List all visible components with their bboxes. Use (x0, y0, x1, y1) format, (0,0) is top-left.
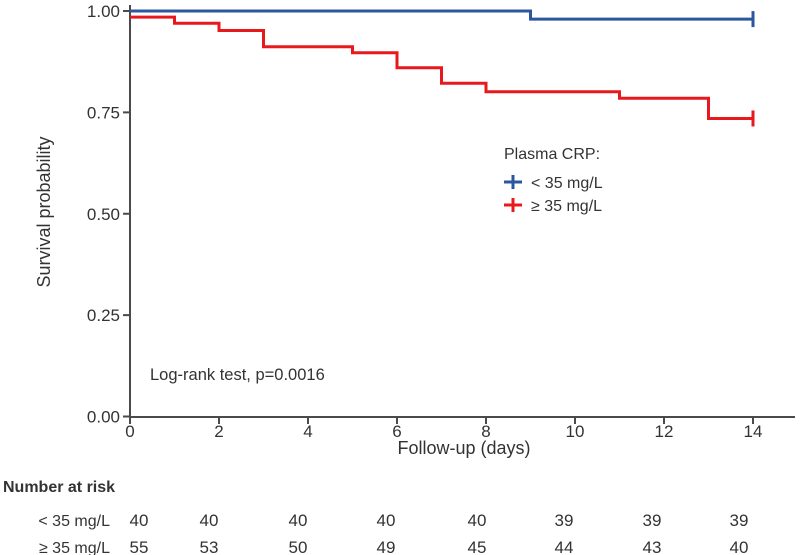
x-tick-label: 10 (566, 422, 585, 441)
legend-glyphs (504, 175, 522, 212)
x-tick-label: 12 (655, 422, 674, 441)
risk-count: 45 (468, 538, 487, 555)
risk-count: 43 (643, 538, 662, 555)
x-tick-label: 4 (303, 422, 312, 441)
risk-count: 39 (555, 511, 574, 530)
risk-count: 40 (200, 511, 219, 530)
logrank-annotation: Log-rank test, p=0.0016 (150, 366, 325, 384)
x-axis-ticks: 0 2 4 6 8 10 12 14 (125, 417, 762, 441)
risk-count: 49 (377, 538, 396, 555)
x-tick-label: 8 (481, 422, 490, 441)
risk-count: 39 (643, 511, 662, 530)
risk-count: 50 (289, 538, 308, 555)
y-tick-label: 0.25 (87, 306, 120, 325)
risk-count: 39 (730, 511, 749, 530)
survival-curves (130, 9, 755, 127)
risk-row-label-ge35: ≥ 35 mg/L (39, 540, 110, 555)
y-axis-ticks: 1.00 0.75 0.50 0.25 0.00 (87, 2, 130, 427)
risk-count: 44 (555, 538, 574, 555)
risk-count: 40 (468, 511, 487, 530)
risk-count: 40 (730, 538, 749, 555)
legend-title: Plasma CRP: (504, 146, 600, 163)
y-tick-label: 0.50 (87, 205, 120, 224)
y-tick-label: 0.00 (87, 408, 120, 427)
x-tick-label: 6 (392, 422, 401, 441)
x-tick-label: 14 (744, 422, 763, 441)
legend-label-ge35: ≥ 35 mg/L (531, 198, 602, 215)
risk-table-title: Number at risk (3, 479, 115, 496)
survival-curve-ge35 (130, 15, 753, 120)
risk-count: 40 (289, 511, 308, 530)
x-tick-label: 2 (214, 422, 223, 441)
risk-count: 53 (200, 538, 219, 555)
y-tick-label: 1.00 (87, 2, 120, 21)
risk-count: 40 (377, 511, 396, 530)
risk-row-label-lt35: < 35 mg/L (38, 513, 110, 530)
y-axis-title: Survival probability (34, 136, 54, 287)
x-axis-title: Follow-up (days) (397, 438, 530, 458)
y-tick-label: 0.75 (87, 103, 120, 122)
risk-count: 40 (130, 511, 149, 530)
survival-curve-lt35 (130, 9, 753, 21)
risk-count: 55 (130, 538, 149, 555)
risk-table-numbers: 40 40 40 40 40 39 39 39 55 53 50 49 45 44 43 40 (130, 511, 749, 555)
x-tick-label: 0 (125, 422, 134, 441)
legend-label-lt35: < 35 mg/L (531, 175, 603, 192)
